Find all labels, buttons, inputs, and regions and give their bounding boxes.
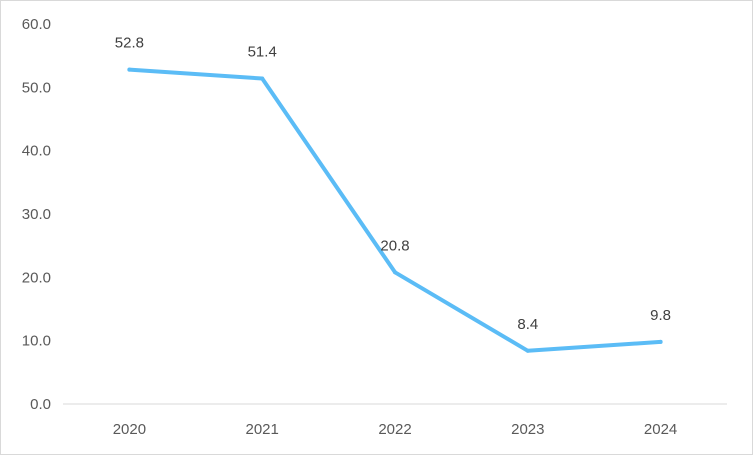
series-line bbox=[127, 67, 663, 353]
points-layer bbox=[127, 67, 663, 353]
y-tick-label: 60.0 bbox=[22, 16, 51, 33]
x-axis-ticks: 2020 2021 2022 2023 2024 bbox=[113, 421, 678, 438]
y-tick-label: 20.0 bbox=[22, 269, 51, 286]
y-tick-label: 10.0 bbox=[22, 333, 51, 350]
data-labels-layer: 52.8 51.4 20.8 8.4 9.8 bbox=[115, 35, 671, 333]
x-tick-label: 2023 bbox=[511, 421, 544, 438]
data-point bbox=[525, 348, 530, 353]
y-tick-label: 40.0 bbox=[22, 143, 51, 160]
data-point bbox=[393, 270, 397, 275]
x-tick-label: 2020 bbox=[113, 421, 146, 438]
x-tick-label: 2024 bbox=[644, 421, 677, 438]
data-label: 52.8 bbox=[115, 35, 144, 52]
y-tick-label: 50.0 bbox=[22, 79, 51, 96]
data-point bbox=[127, 67, 132, 72]
y-axis-ticks: 0.0 10.0 20.0 30.0 40.0 50.0 60.0 bbox=[22, 16, 51, 413]
x-tick-label: 2021 bbox=[246, 421, 279, 438]
x-tick-label: 2022 bbox=[378, 421, 411, 438]
series-layer bbox=[127, 67, 663, 353]
data-label: 51.4 bbox=[248, 43, 277, 60]
data-point bbox=[658, 339, 663, 344]
data-label: 9.8 bbox=[650, 307, 671, 324]
data-label: 8.4 bbox=[517, 316, 538, 333]
y-tick-label: 0.0 bbox=[30, 396, 51, 413]
data-label: 20.8 bbox=[380, 237, 409, 254]
data-point bbox=[260, 76, 265, 81]
y-tick-label: 30.0 bbox=[22, 206, 51, 223]
